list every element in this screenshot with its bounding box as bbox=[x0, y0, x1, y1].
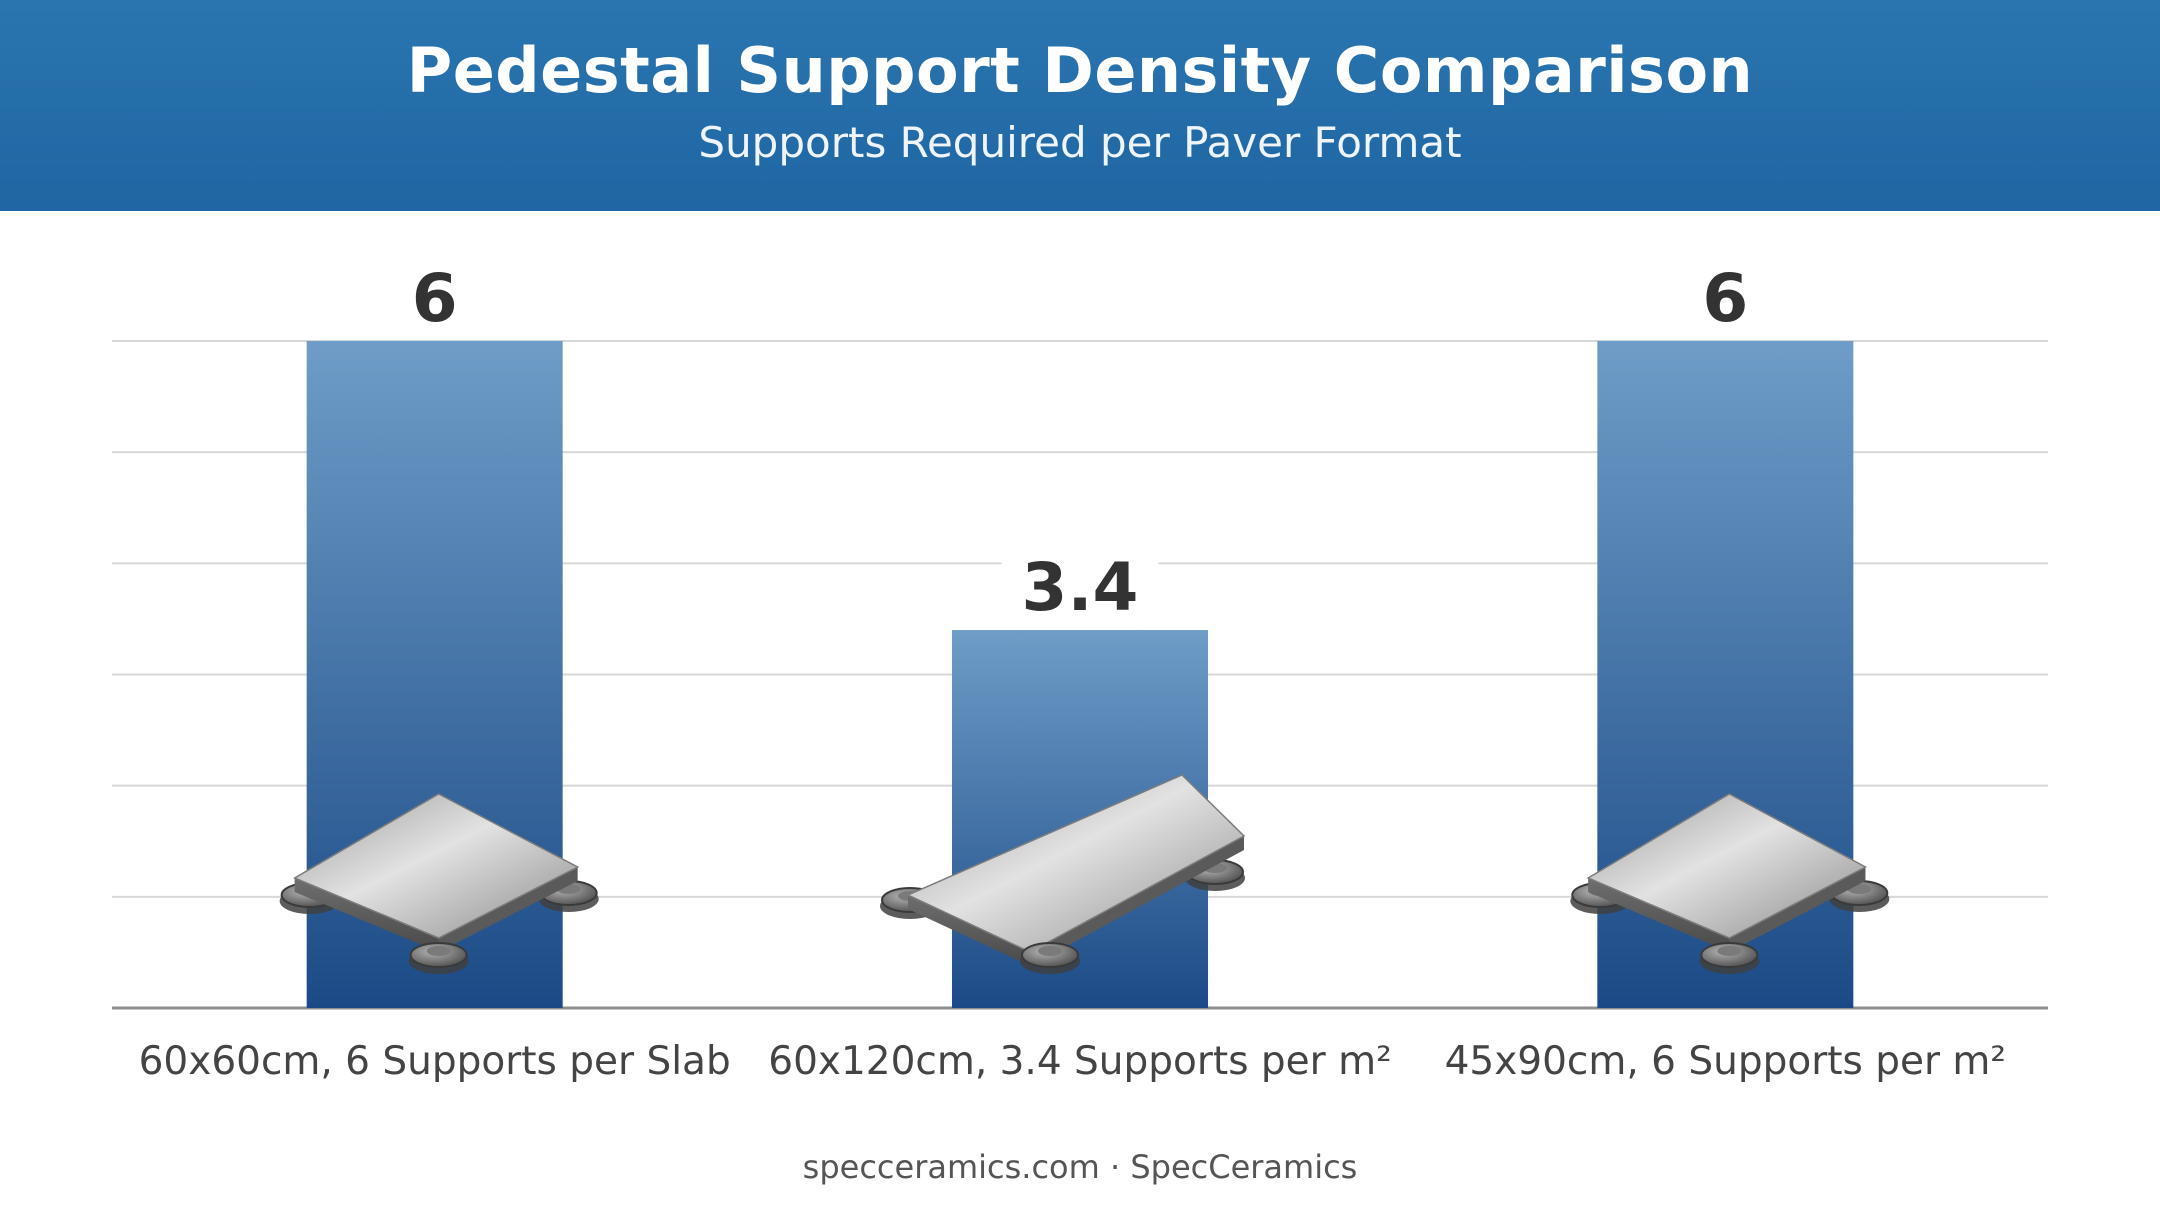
value-label-1: 6 bbox=[412, 260, 458, 337]
category-label-1: 60x60cm, 6 Supports per Slab bbox=[139, 1039, 731, 1084]
category-label-2: 60x120cm, 3.4 Supports per m² bbox=[768, 1039, 1392, 1084]
footer-credit: specceramics.com · SpecCeramics bbox=[802, 1148, 1358, 1186]
square-paver-on-pedestals-icon bbox=[279, 793, 599, 974]
category-label-3: 45x90cm, 6 Supports per m² bbox=[1445, 1039, 2006, 1084]
long-paver-on-pedestals-icon bbox=[880, 774, 1246, 974]
value-label-halo bbox=[1001, 549, 1159, 627]
chart-title: Pedestal Support Density Comparison bbox=[406, 34, 1754, 107]
value-label-halo bbox=[391, 260, 478, 337]
rect-paver-on-pedestals-icon bbox=[1570, 793, 1890, 974]
value-label-2: 3.4 bbox=[1022, 549, 1139, 626]
header-banner: Pedestal Support Density Comparison Supp… bbox=[0, 0, 2160, 211]
chart-subtitle: Supports Required per Paver Format bbox=[698, 118, 1462, 167]
value-label-3: 6 bbox=[1702, 260, 1748, 337]
value-label-halo bbox=[1682, 260, 1769, 337]
